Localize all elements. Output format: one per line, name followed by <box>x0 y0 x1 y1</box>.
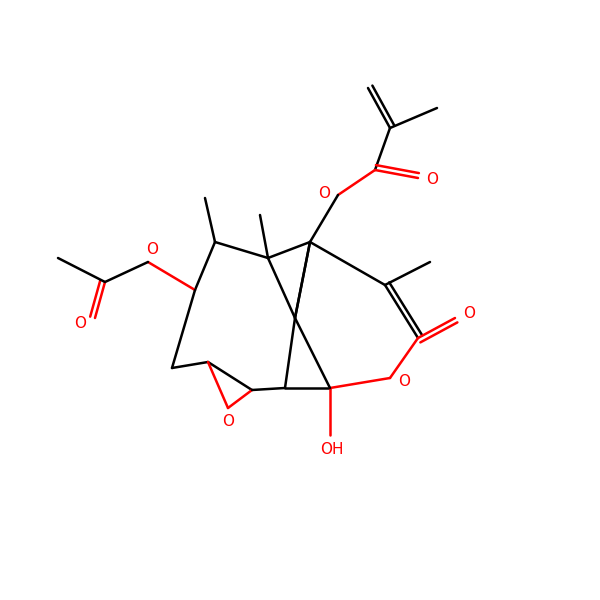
Text: O: O <box>74 316 86 331</box>
Text: OH: OH <box>320 442 344 457</box>
Text: O: O <box>318 185 330 200</box>
Text: O: O <box>463 307 475 322</box>
Text: O: O <box>222 415 234 430</box>
Text: O: O <box>426 173 438 187</box>
Text: O: O <box>398 374 410 389</box>
Text: O: O <box>146 241 158 257</box>
